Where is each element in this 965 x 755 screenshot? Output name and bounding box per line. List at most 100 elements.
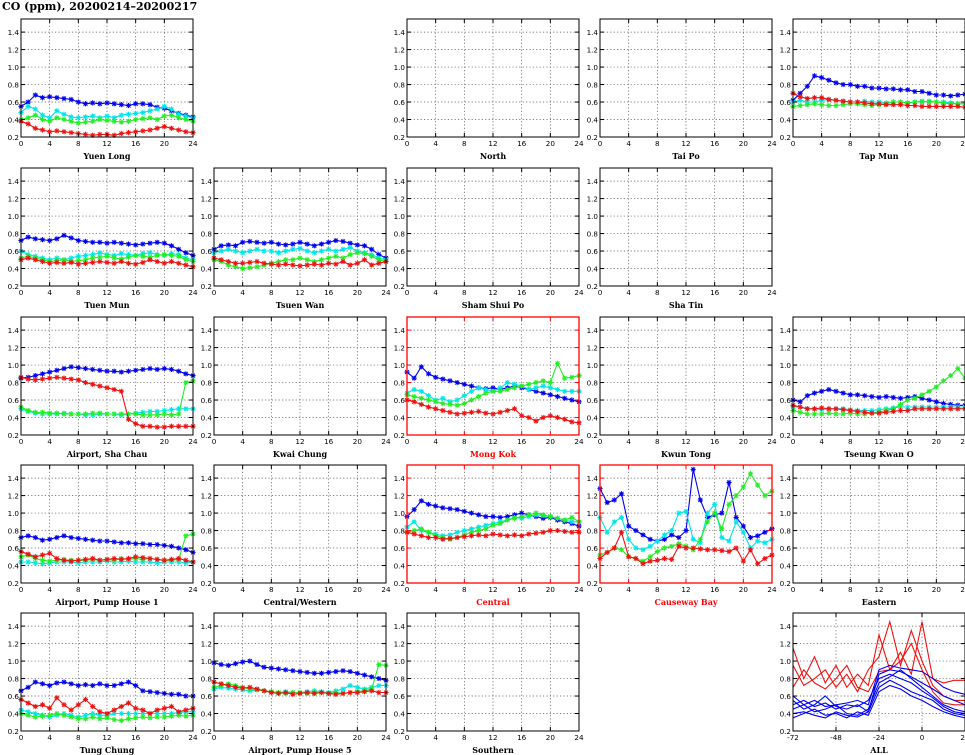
- data-point-blue: [176, 368, 182, 374]
- data-point-blue: [290, 668, 296, 674]
- station-title: Southern: [472, 745, 514, 755]
- data-point-blue: [111, 682, 117, 689]
- x-tick-label: 12: [295, 437, 304, 446]
- data-point-cyan: [125, 111, 132, 117]
- data-point-red: [161, 260, 167, 266]
- page-title: CO (ppm), 20200214–20200217: [2, 0, 198, 13]
- data-point-cyan: [640, 547, 646, 553]
- data-point-red: [25, 700, 31, 706]
- data-point-blue: [890, 394, 896, 401]
- y-tick-label: 0.4: [780, 562, 792, 571]
- data-point-blue: [840, 81, 846, 88]
- data-point-green: [133, 252, 139, 259]
- data-point-cyan: [161, 710, 167, 717]
- data-point-green: [25, 712, 31, 718]
- data-point-cyan: [447, 532, 453, 538]
- y-tick-label: 1.2: [587, 195, 598, 204]
- data-point-red: [755, 561, 761, 567]
- station-title: Airport, Sha Chau: [66, 449, 148, 459]
- data-point-blue: [68, 235, 74, 241]
- y-tick-label: 1.4: [8, 474, 20, 483]
- data-point-blue: [104, 368, 110, 374]
- data-point-cyan: [111, 710, 117, 717]
- data-point-blue: [125, 102, 132, 109]
- data-point-red: [118, 388, 124, 394]
- data-point-green: [118, 119, 124, 125]
- series-line-blue: [792, 679, 965, 719]
- data-point-blue: [54, 367, 60, 373]
- data-point-green: [311, 258, 317, 265]
- data-point-green: [97, 716, 103, 722]
- y-tick-label: 1.0: [8, 657, 20, 666]
- data-point-green: [504, 517, 510, 523]
- data-point-green: [647, 554, 653, 560]
- x-tick-label: 20: [739, 437, 749, 446]
- data-point-red: [340, 690, 346, 697]
- x-tick-label: 8: [848, 139, 853, 148]
- data-point-green: [90, 410, 96, 416]
- data-point-green: [168, 412, 175, 418]
- panel-sham-shui-po: 0.2 0.4 0.6 0.8 1.0 1.2 1.4 0 4 8 12 16 20 24 Sham Shu…: [394, 167, 584, 310]
- data-point-cyan: [497, 385, 503, 391]
- data-point-blue: [840, 390, 846, 396]
- data-point-red: [533, 418, 539, 424]
- data-point-red: [304, 689, 310, 696]
- data-point-blue: [268, 239, 274, 245]
- data-point-green: [68, 118, 74, 124]
- data-point-red: [940, 103, 947, 110]
- data-point-blue: [883, 393, 889, 400]
- data-point-blue: [554, 393, 561, 400]
- data-point-red: [82, 696, 89, 703]
- x-tick-label: 8: [269, 288, 274, 297]
- panel-tsuen-wan: 0.2 0.4 0.6 0.8 1.0 1.2 1.4 0 4 8 12 16 20 24 Tsuen Wa…: [201, 167, 391, 310]
- data-point-blue: [869, 393, 875, 400]
- data-point-blue: [32, 372, 38, 379]
- data-point-cyan: [183, 406, 189, 412]
- y-tick-label: 0.2: [201, 431, 212, 440]
- data-point-green: [47, 712, 53, 718]
- data-point-green: [476, 527, 482, 534]
- x-tick-label: 20: [739, 139, 749, 148]
- data-point-red: [75, 557, 81, 563]
- data-point-green: [154, 252, 160, 259]
- y-tick-label: 0.4: [394, 116, 406, 125]
- y-tick-label: 1.4: [394, 622, 406, 631]
- data-point-cyan: [254, 246, 260, 252]
- data-point-cyan: [133, 110, 139, 116]
- data-point-green: [919, 98, 925, 104]
- y-tick-label: 0.6: [8, 247, 20, 256]
- data-point-cyan: [268, 248, 274, 254]
- y-tick-label: 0.4: [587, 116, 599, 125]
- data-point-blue: [440, 505, 446, 511]
- data-point-green: [104, 253, 110, 259]
- data-point-red: [411, 531, 417, 537]
- y-tick-label: 1.2: [8, 344, 19, 353]
- series-line-red: [792, 619, 965, 701]
- data-point-blue: [147, 541, 153, 548]
- y-tick-label: 1.0: [587, 509, 599, 518]
- data-point-cyan: [68, 114, 74, 120]
- data-point-red: [61, 129, 67, 135]
- data-point-cyan: [669, 527, 675, 534]
- x-tick-label: 0: [920, 733, 925, 742]
- data-point-red: [948, 103, 954, 110]
- data-point-green: [819, 411, 825, 417]
- data-point-green: [468, 397, 475, 403]
- x-tick-label: 12: [295, 288, 304, 297]
- station-title: Tsuen Wan: [276, 300, 325, 310]
- data-point-green: [125, 716, 132, 722]
- data-point-red: [726, 548, 732, 555]
- x-tick-label: 8: [269, 437, 274, 446]
- data-point-blue: [626, 523, 632, 529]
- y-tick-label: 0.8: [394, 379, 406, 388]
- data-point-blue: [275, 666, 282, 672]
- data-point-green: [897, 401, 904, 408]
- data-point-cyan: [476, 385, 482, 391]
- y-tick-label: 0.2: [201, 727, 212, 736]
- data-point-red: [526, 531, 532, 537]
- x-tick-label: 16: [710, 585, 720, 594]
- data-point-blue: [268, 665, 274, 671]
- data-point-green: [547, 379, 553, 386]
- x-tick-label: 20: [546, 733, 556, 742]
- data-point-blue: [897, 395, 904, 401]
